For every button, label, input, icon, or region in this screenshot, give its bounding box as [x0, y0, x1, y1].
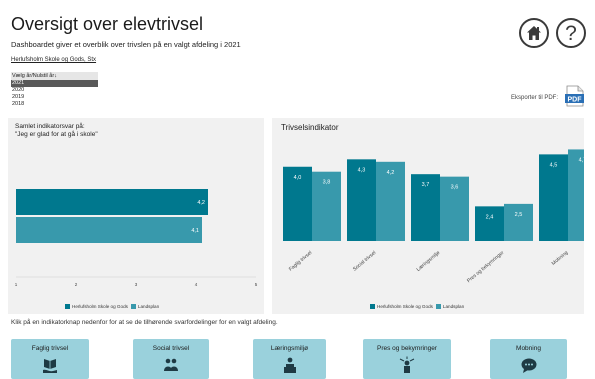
bar[interactable]: [475, 206, 504, 241]
book-hand-icon: [43, 359, 57, 373]
year-slicer-header[interactable]: Vælg år/Nulstil år↓: [11, 72, 98, 80]
bar-value-label: 4,2: [387, 170, 395, 176]
people-icon: [164, 358, 178, 371]
social-trivsel-button[interactable]: Social trivsel: [133, 339, 209, 379]
overall-indicator-card: [8, 118, 264, 314]
help-icon: ?: [565, 21, 577, 45]
chart-title: Samlet indikatorsvar på:: [15, 123, 85, 130]
legend-swatch: [435, 304, 441, 309]
home-button[interactable]: [519, 18, 549, 48]
x-tick-label: 2: [75, 282, 78, 287]
year-option[interactable]: 2019: [12, 94, 25, 100]
pdf-export-button[interactable]: PDF: [565, 85, 584, 107]
page-subtitle: Dashboardet giver et overblik over trivs…: [11, 40, 241, 49]
category-label: Pres og bekymringer: [466, 250, 505, 284]
home-icon: [527, 26, 541, 40]
laeringsmiljo-button[interactable]: Læringsmiljø: [253, 339, 326, 379]
bar[interactable]: [16, 217, 202, 243]
category-label: Mobning: [551, 250, 570, 267]
bar[interactable]: [347, 159, 376, 241]
page-title: Oversigt over elevtrivsel: [11, 14, 204, 34]
legend-swatch: [65, 304, 70, 309]
sort-arrow-icon: ↓: [54, 73, 57, 79]
bar[interactable]: [539, 154, 568, 241]
legend-swatch: [370, 304, 375, 309]
pres-og-bekymringer-button[interactable]: Pres og bekymringer: [363, 339, 451, 379]
x-tick-label: 1: [15, 282, 18, 287]
category-label: Social trivsel: [352, 250, 377, 273]
wellbeing-indicator-chart: 4,0 3,8 Faglig trivsel 4,3 4,2 Social trivsel…: [283, 149, 584, 284]
bar-value-label: 3,7: [422, 182, 430, 188]
x-tick-label: 5: [255, 282, 258, 287]
bar[interactable]: [376, 161, 405, 241]
bar[interactable]: [440, 176, 469, 241]
bar-value-label: 3,6: [451, 185, 459, 191]
instruction-text: Klik på en indikatorknap nedenfor for at…: [11, 319, 278, 326]
year-option[interactable]: 2020: [12, 87, 25, 93]
x-tick-label: 4: [195, 282, 198, 287]
bar[interactable]: [504, 203, 533, 241]
bar-value-label: 2,5: [515, 212, 523, 218]
bar-value-label: 4,2: [197, 200, 205, 206]
export-label: Eksporter til PDF:: [511, 95, 559, 101]
category-label: Læringsmiljø: [416, 250, 442, 273]
chart-legend: Herlufsholm Skole og Gods Landsplan: [367, 304, 464, 309]
overall-indicator-chart: 1 2 3 4 5 4,2 4,1: [15, 189, 258, 287]
speech-bubble-icon: [521, 358, 536, 373]
bar-value-label: 4,0: [294, 175, 302, 181]
legend-swatch: [130, 304, 136, 309]
chart-legend: Herlufsholm Skole og Gods Landsplan: [62, 304, 159, 309]
year-option[interactable]: 2018: [12, 101, 25, 107]
faglig-trivsel-button[interactable]: Faglig trivsel: [11, 339, 89, 379]
bar-value-label: 4,5: [550, 162, 558, 168]
department-link[interactable]: Herlufsholm Skole og Gods, Stx: [11, 57, 97, 63]
year-slicer: Vælg år/Nulstil år↓ 2021 2020 2019 2018: [11, 72, 98, 108]
bar-value-label: 4,7: [579, 157, 584, 163]
bar[interactable]: [568, 149, 584, 241]
chart-title: Trivselsindikator: [281, 123, 339, 132]
help-button[interactable]: ?: [556, 18, 586, 48]
bar[interactable]: [312, 171, 341, 241]
bar-value-label: 3,8: [323, 180, 331, 186]
pdf-icon: PDF: [568, 96, 583, 103]
chart-subtitle: "Jeg er glad for at gå i skole": [15, 131, 98, 138]
bar[interactable]: [411, 174, 440, 241]
year-option[interactable]: 2021: [11, 80, 98, 87]
bar-value-label: 2,4: [486, 214, 494, 220]
x-tick-label: 3: [135, 282, 138, 287]
pressure-icon: [399, 356, 415, 373]
category-label: Faglig trivsel: [288, 250, 313, 273]
bar[interactable]: [283, 166, 312, 241]
bar[interactable]: [16, 189, 208, 215]
bar-value-label: 4,1: [191, 228, 199, 234]
teacher-icon: [283, 357, 296, 373]
bar-value-label: 4,3: [358, 167, 366, 173]
mobning-button[interactable]: Mobning: [490, 339, 567, 379]
